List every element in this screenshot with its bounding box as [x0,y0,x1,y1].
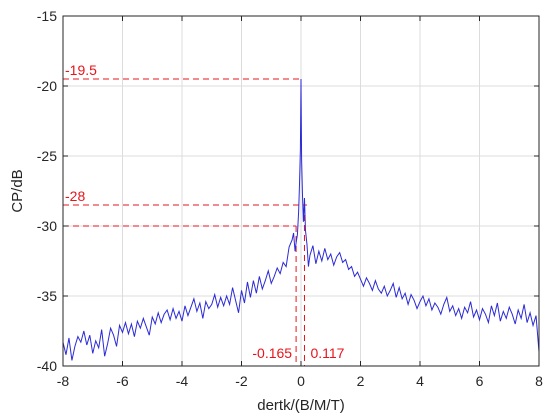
series-line [62,78,540,361]
x-tick-label: 2 [357,373,365,389]
x-axis-title: dertk/(B/M/T) [257,397,345,414]
annotations: -19.5 -28 -0.165 0.117 [63,62,345,366]
y-tick-label: -40 [37,358,57,374]
x-tick-label: 6 [476,373,484,389]
x-tick-label: -8 [57,373,70,389]
x-tick-label: 4 [416,373,424,389]
x-tick-label: -6 [116,373,129,389]
y-axis-ticks: -40 -35 -30 -25 -20 -15 [37,8,539,374]
x-axis-ticks: -8 -6 -4 -2 0 2 4 6 8 [57,16,543,389]
peak-label: -19.5 [65,62,97,78]
right-width-label: 0.117 [310,345,344,361]
y-tick-label: -35 [37,288,57,304]
y-tick-label: -30 [37,218,57,234]
y-tick-label: -15 [37,8,57,24]
left-width-label: -0.165 [252,345,292,361]
x-tick-label: -4 [176,373,189,389]
y-tick-label: -20 [37,78,57,94]
x-tick-label: 8 [535,373,543,389]
y-axis-title: CP/dB [9,169,26,212]
x-tick-label: -2 [235,373,248,389]
level-label: -28 [65,188,85,204]
y-tick-label: -25 [37,148,57,164]
x-tick-label: 0 [297,373,305,389]
